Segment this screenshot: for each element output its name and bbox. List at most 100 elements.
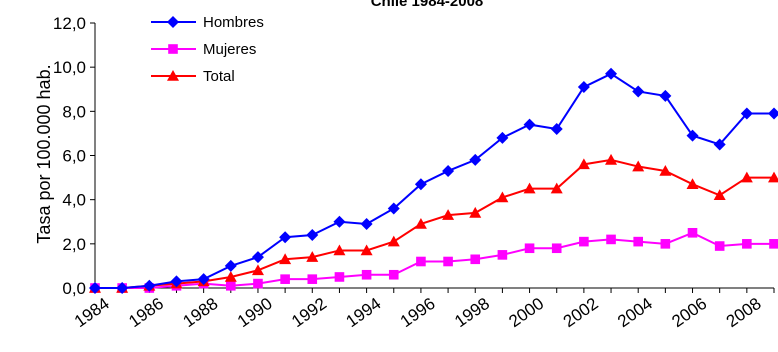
series-line bbox=[95, 72, 774, 289]
data-point bbox=[360, 244, 373, 256]
data-point bbox=[686, 129, 699, 142]
data-point bbox=[167, 16, 179, 28]
series-layer bbox=[89, 67, 778, 294]
data-point bbox=[769, 239, 778, 249]
data-point bbox=[387, 235, 400, 247]
data-point bbox=[550, 123, 563, 135]
data-point bbox=[251, 264, 264, 276]
data-point bbox=[605, 67, 618, 80]
data-point bbox=[632, 160, 645, 172]
data-point bbox=[116, 282, 129, 294]
data-point bbox=[524, 243, 535, 254]
data-point bbox=[251, 251, 264, 264]
legend-label: Hombres bbox=[203, 14, 264, 31]
data-point bbox=[334, 272, 345, 282]
legend-item-hombres: Hombres bbox=[151, 14, 264, 31]
data-point bbox=[768, 107, 778, 120]
legend-label: Mujeres bbox=[203, 41, 256, 58]
data-point bbox=[253, 278, 263, 289]
data-point bbox=[713, 138, 726, 151]
x-tick-label: 1984 bbox=[71, 294, 113, 331]
data-point bbox=[713, 189, 726, 201]
legend-label: Total bbox=[203, 68, 235, 85]
data-point bbox=[577, 81, 590, 94]
data-point bbox=[469, 153, 482, 166]
legend: Hombres Mujeres Total bbox=[151, 14, 264, 85]
x-tick-label: 1986 bbox=[125, 294, 167, 331]
x-tick-label: 1994 bbox=[343, 294, 385, 331]
data-point bbox=[89, 282, 101, 294]
data-point bbox=[659, 89, 672, 102]
data-point bbox=[577, 158, 590, 170]
data-point bbox=[224, 259, 237, 272]
data-point bbox=[388, 269, 399, 280]
data-point bbox=[740, 107, 753, 120]
data-point bbox=[714, 241, 725, 251]
x-tick-label: 1990 bbox=[234, 294, 276, 331]
data-point bbox=[279, 231, 292, 244]
y-tick-label: 10,0 bbox=[53, 58, 86, 77]
data-point bbox=[470, 254, 481, 265]
data-point bbox=[414, 178, 427, 191]
data-point bbox=[226, 280, 236, 291]
data-point bbox=[442, 209, 455, 220]
legend-item-total: Total bbox=[151, 68, 235, 85]
data-point bbox=[170, 275, 183, 288]
data-point bbox=[307, 274, 318, 284]
y-ticks: 0,0 2,0 4,0 6,0 8,0 10,0 12,0 bbox=[53, 14, 95, 298]
x-tick-label: 2008 bbox=[723, 294, 765, 331]
data-point bbox=[387, 202, 400, 215]
data-point bbox=[442, 164, 455, 177]
data-point bbox=[416, 256, 426, 267]
series-hombres bbox=[89, 67, 778, 294]
y-tick-label: 8,0 bbox=[62, 102, 86, 121]
data-point bbox=[686, 178, 699, 190]
data-point bbox=[280, 274, 290, 284]
x-tick-label: 2002 bbox=[560, 294, 602, 331]
data-point bbox=[659, 164, 672, 176]
chart-title: Chile 1984-2008 bbox=[371, 0, 484, 10]
data-point bbox=[333, 215, 346, 228]
y-tick-label: 12,0 bbox=[53, 14, 86, 33]
data-point bbox=[632, 85, 645, 98]
x-tick-label: 1996 bbox=[397, 294, 439, 331]
y-tick-label: 6,0 bbox=[62, 147, 86, 166]
data-point bbox=[740, 171, 753, 183]
x-tick-label: 2006 bbox=[668, 294, 710, 331]
data-point bbox=[167, 70, 179, 81]
legend-item-mujeres: Mujeres bbox=[151, 41, 256, 58]
data-point bbox=[605, 153, 618, 165]
data-point bbox=[197, 273, 210, 286]
data-point bbox=[687, 227, 698, 238]
data-point bbox=[360, 217, 373, 230]
data-point bbox=[224, 270, 237, 282]
x-tick-label: 1998 bbox=[451, 294, 493, 331]
data-point bbox=[606, 234, 616, 245]
axes bbox=[94, 23, 774, 289]
data-point bbox=[414, 217, 427, 229]
data-point bbox=[633, 236, 643, 247]
data-point bbox=[496, 191, 509, 203]
data-point bbox=[306, 229, 319, 241]
data-point bbox=[469, 206, 482, 218]
x-tick-label: 2004 bbox=[614, 294, 656, 331]
data-point bbox=[279, 253, 292, 265]
x-tick-label: 2000 bbox=[505, 294, 547, 331]
data-point bbox=[306, 251, 319, 262]
data-point bbox=[496, 131, 509, 144]
series-total bbox=[89, 153, 778, 293]
series-line bbox=[95, 158, 774, 289]
data-point bbox=[768, 171, 778, 183]
y-tick-label: 0,0 bbox=[62, 279, 86, 298]
data-point bbox=[551, 243, 562, 254]
data-point bbox=[523, 118, 536, 131]
y-axis-title: Tasa por 100.000 hab. bbox=[34, 64, 54, 243]
data-point bbox=[497, 250, 508, 260]
x-ticks: 1984 1986 1988 1990 1992 1994 1996 1998 2000 2002… bbox=[71, 288, 775, 331]
data-point bbox=[550, 182, 563, 194]
y-axis-title-group: Tasa por 100.000 hab. bbox=[34, 64, 54, 243]
y-tick-label: 2,0 bbox=[62, 235, 86, 254]
data-point bbox=[660, 239, 671, 249]
data-point bbox=[579, 236, 589, 247]
x-tick-label: 1992 bbox=[288, 294, 330, 331]
